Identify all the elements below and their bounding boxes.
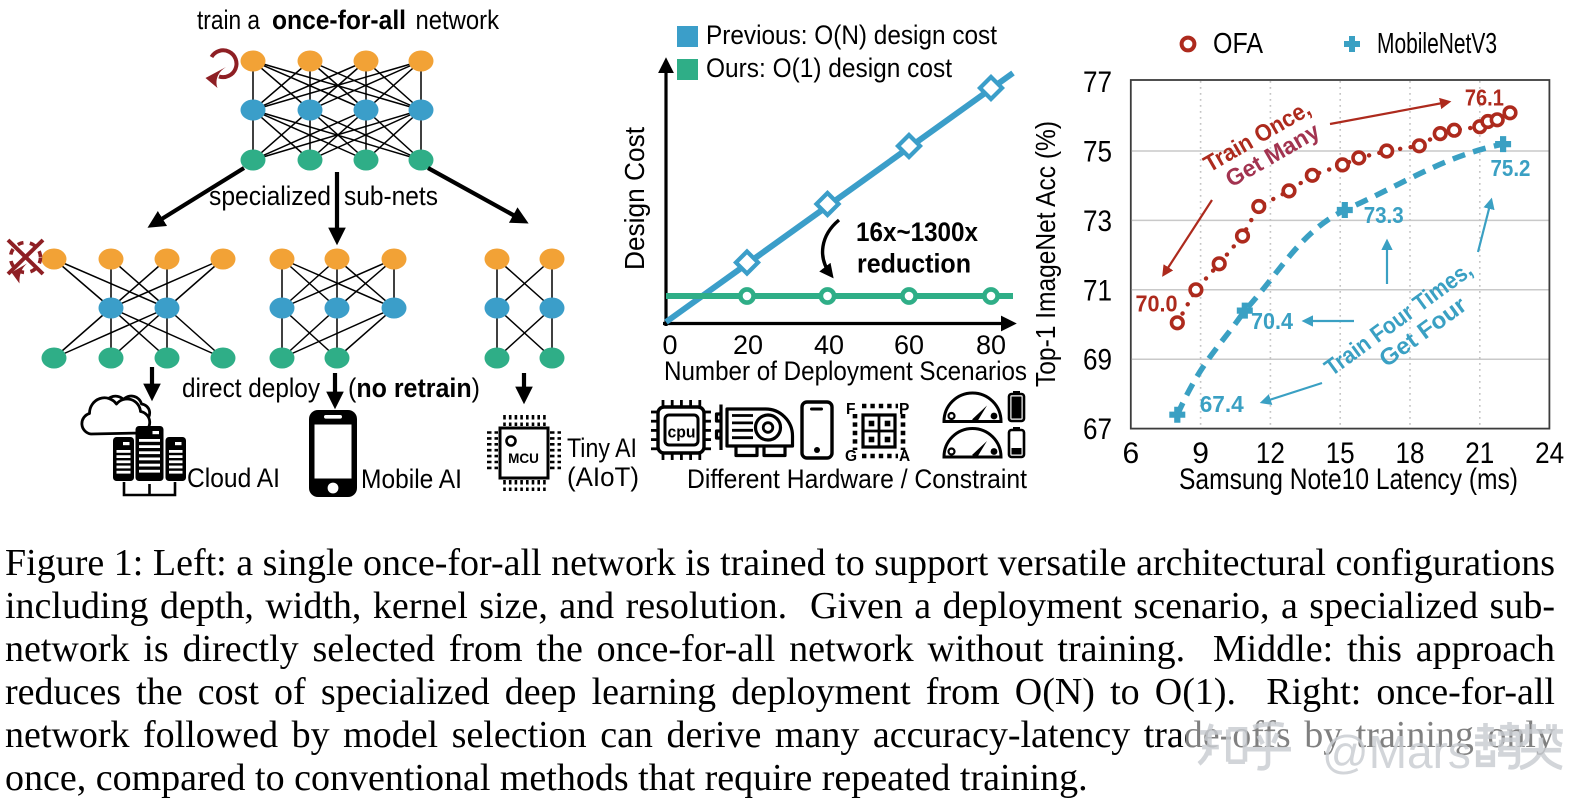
svg-text:MCU: MCU xyxy=(508,451,539,466)
svg-text:Mobile AI: Mobile AI xyxy=(361,464,462,494)
svg-text:(AIoT): (AIoT) xyxy=(567,462,639,492)
svg-text:Tiny AI: Tiny AI xyxy=(567,433,637,463)
svg-text:G: G xyxy=(845,448,857,465)
svg-text:75: 75 xyxy=(1083,136,1112,169)
svg-text:(no retrain): (no retrain) xyxy=(348,373,480,403)
svg-text:train a: train a xyxy=(197,5,260,35)
svg-text:75.2: 75.2 xyxy=(1491,155,1531,181)
svg-text:0: 0 xyxy=(662,330,677,360)
svg-text:sub-nets: sub-nets xyxy=(344,181,438,211)
svg-text:Top-1 ImageNet Acc (%): Top-1 ImageNet Acc (%) xyxy=(1030,121,1061,387)
svg-text:Design Cost: Design Cost xyxy=(619,127,650,270)
svg-text:71: 71 xyxy=(1083,274,1112,307)
svg-text:73.3: 73.3 xyxy=(1364,202,1404,228)
svg-text:70.0: 70.0 xyxy=(1136,291,1178,317)
svg-text:9: 9 xyxy=(1192,437,1209,470)
svg-text:15: 15 xyxy=(1326,437,1355,470)
svg-text:80: 80 xyxy=(976,330,1006,360)
svg-text:18: 18 xyxy=(1396,437,1425,470)
svg-text:Ours: O(1) design cost: Ours: O(1) design cost xyxy=(706,53,953,83)
svg-text:20: 20 xyxy=(733,330,763,360)
svg-text:16x~1300x: 16x~1300x xyxy=(856,217,978,247)
svg-text:network: network xyxy=(416,5,500,35)
svg-text:12: 12 xyxy=(1256,437,1285,470)
svg-text:reduction: reduction xyxy=(857,249,971,279)
svg-text:Different Hardware / Constrain: Different Hardware / Constraint xyxy=(687,464,1028,494)
svg-text:67: 67 xyxy=(1083,413,1112,446)
svg-text:21: 21 xyxy=(1465,437,1494,470)
svg-text:Number of Deployment Scenarios: Number of Deployment Scenarios xyxy=(664,356,1027,386)
svg-text:Cloud AI: Cloud AI xyxy=(187,463,280,493)
svg-text:76.1: 76.1 xyxy=(1465,84,1504,110)
svg-text:6: 6 xyxy=(1122,437,1139,470)
svg-text:73: 73 xyxy=(1083,205,1112,238)
svg-text:A: A xyxy=(899,448,910,465)
svg-text:once-for-all: once-for-all xyxy=(272,5,406,35)
svg-text:cpu: cpu xyxy=(668,424,696,442)
svg-text:Samsung Note10 Latency (ms): Samsung Note10 Latency (ms) xyxy=(1179,463,1518,496)
svg-text:67.4: 67.4 xyxy=(1200,391,1244,417)
svg-text:direct deploy: direct deploy xyxy=(182,373,321,403)
svg-text:specialized: specialized xyxy=(209,181,331,211)
svg-text:P: P xyxy=(899,401,909,418)
svg-text:69: 69 xyxy=(1083,344,1112,377)
svg-text:OFA: OFA xyxy=(1213,28,1264,60)
svg-text:60: 60 xyxy=(894,330,924,360)
svg-text:24: 24 xyxy=(1535,437,1564,470)
svg-text:77: 77 xyxy=(1083,66,1112,99)
svg-text:MobileNetV3: MobileNetV3 xyxy=(1377,28,1497,60)
svg-text:70.4: 70.4 xyxy=(1251,308,1293,334)
svg-text:40: 40 xyxy=(814,330,844,360)
svg-text:F: F xyxy=(846,401,855,418)
svg-text:Previous: O(N) design cost: Previous: O(N) design cost xyxy=(706,20,998,50)
